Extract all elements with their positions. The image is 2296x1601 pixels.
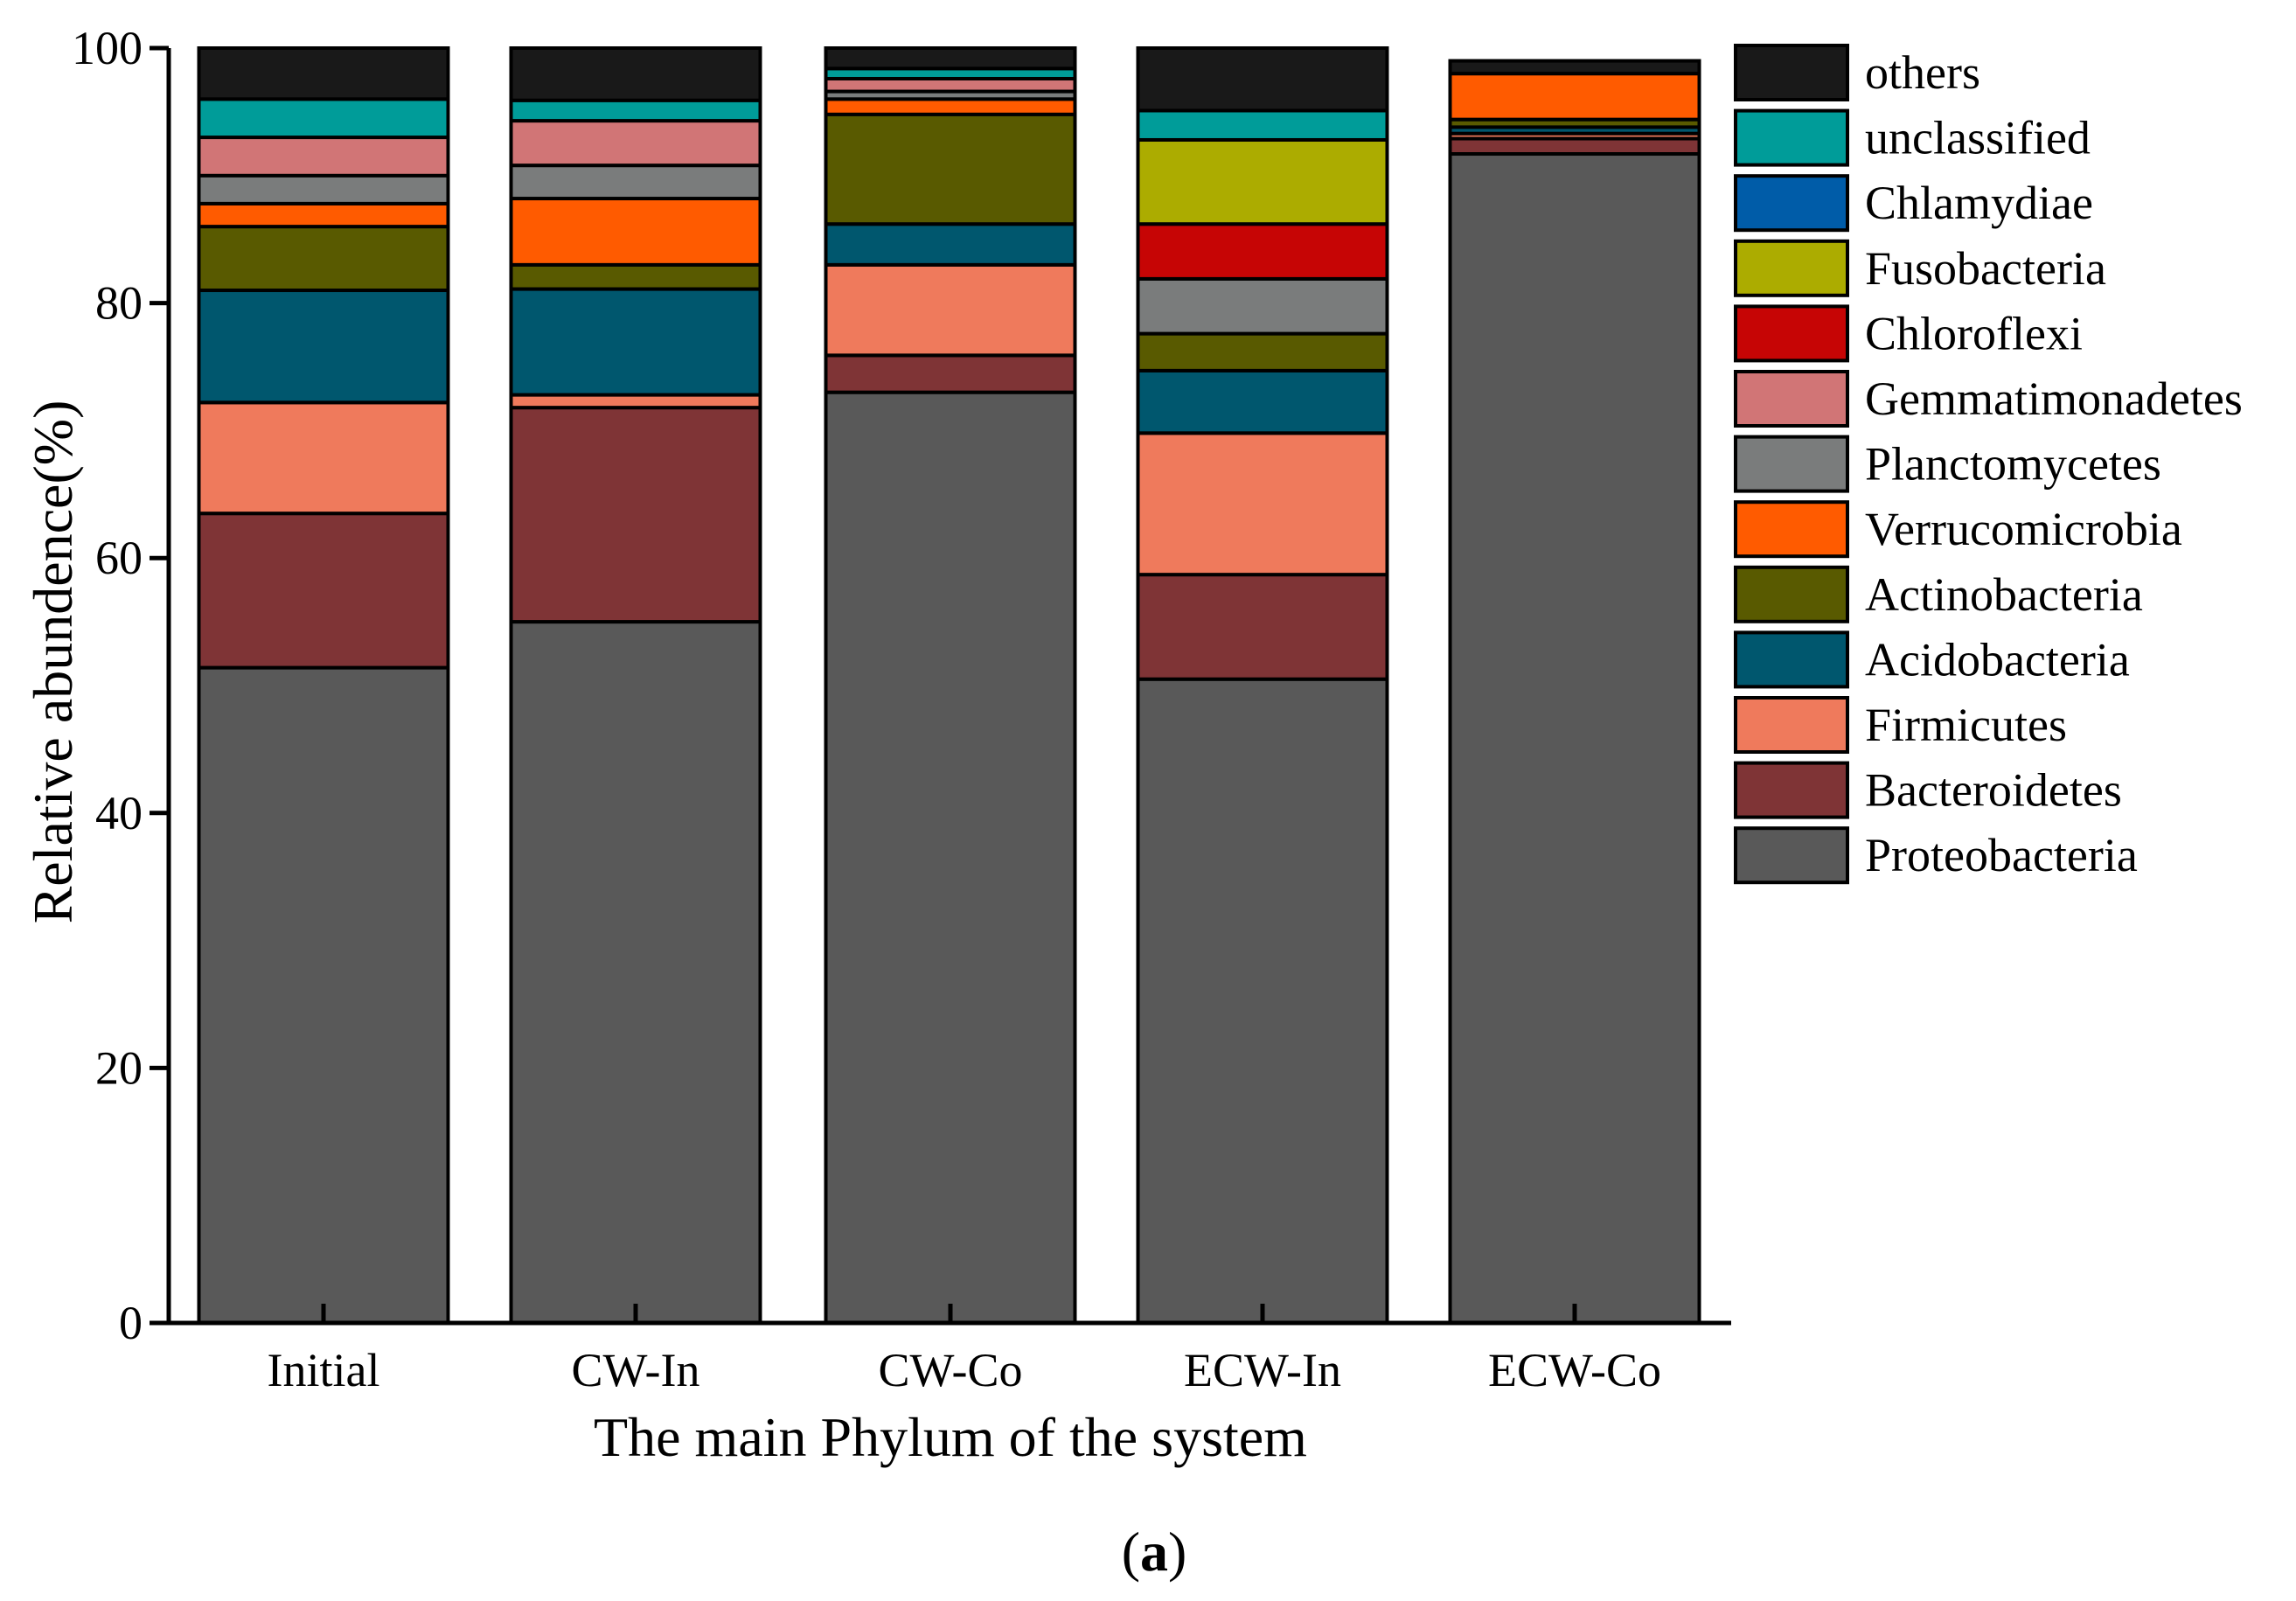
bar-segment-ECW-Co-Bacteroidetes bbox=[1448, 136, 1701, 157]
bar-segment-CW-In-Verrucomicrobia bbox=[509, 197, 762, 267]
legend-label-Chlamydiae: Chlamydiae bbox=[1865, 177, 2093, 229]
y-tick-label-80: 80 bbox=[95, 277, 143, 330]
legend-layer: others unclassified Chlamydiae Fusobacteria… bbox=[1734, 44, 2243, 885]
x-tick-label-Initial: Initial bbox=[268, 1344, 380, 1396]
legend-label-Bacteroidetes: Bacteroidetes bbox=[1865, 764, 2122, 817]
bar-segment-CW-Co-Acidobacteria bbox=[824, 222, 1077, 267]
bar-segment-ECW-Co-Proteobacteria bbox=[1448, 152, 1701, 1325]
bar-segment-ECW-In-unclassified bbox=[1136, 108, 1389, 142]
bar-segment-ECW-In-others bbox=[1136, 46, 1389, 113]
legend-label-others: others bbox=[1865, 46, 1980, 99]
bar-segment-ECW-Co-Verrucomicrobia bbox=[1448, 72, 1701, 122]
bar-segment-CW-In-Bacteroidetes bbox=[509, 406, 762, 624]
bar-segment-CW-Co-Actinobacteria bbox=[824, 112, 1077, 226]
y-tick-label-60: 60 bbox=[95, 532, 143, 584]
bar-segment-Initial-Actinobacteria bbox=[197, 225, 450, 293]
bar-segment-CW-Co-Bacteroidetes bbox=[824, 353, 1077, 394]
bar-segment-CW-Co-Firmicutes bbox=[824, 262, 1077, 358]
legend-label-Acidobacteria: Acidobacteria bbox=[1865, 633, 2130, 686]
legend-swatch-Planctomycetes bbox=[1734, 435, 1849, 493]
bar-segment-Initial-Planctomycetes bbox=[197, 173, 450, 205]
legend-swatch-Acidobacteria bbox=[1734, 630, 1849, 689]
bar-segment-CW-Co-Verrucomicrobia bbox=[824, 97, 1077, 116]
bar-segment-CW-Co-Gemmatimonadetes bbox=[824, 76, 1077, 94]
legend-label-Proteobacteria: Proteobacteria bbox=[1865, 829, 2138, 881]
bar-segment-ECW-In-Fusobacteria bbox=[1136, 137, 1389, 226]
bar-segment-CW-In-Planctomycetes bbox=[509, 164, 762, 201]
bar-segment-CW-In-Gemmatimonadetes bbox=[509, 119, 762, 168]
bar-segment-Initial-Gemmatimonadetes bbox=[197, 136, 450, 178]
bar-segment-Initial-Bacteroidetes bbox=[197, 512, 450, 670]
bar-segment-Initial-Proteobacteria bbox=[197, 665, 450, 1325]
legend-label-Planctomycetes: Planctomycetes bbox=[1865, 438, 2161, 491]
bar-segment-CW-Co-others bbox=[824, 46, 1077, 71]
legend-label-unclassified: unclassified bbox=[1865, 112, 2091, 164]
legend-swatch-Chlamydiae bbox=[1734, 174, 1849, 233]
legend-swatch-Proteobacteria bbox=[1734, 826, 1849, 885]
bar-segment-CW-In-Acidobacteria bbox=[509, 287, 762, 397]
bar-segment-ECW-In-Bacteroidetes bbox=[1136, 573, 1389, 681]
y-tick-label-40: 40 bbox=[95, 787, 143, 839]
legend-swatch-Bacteroidetes bbox=[1734, 761, 1849, 819]
legend-label-Fusobacteria: Fusobacteria bbox=[1865, 242, 2106, 295]
x-tick-label-ECW-In: ECW-In bbox=[1184, 1344, 1341, 1396]
legend-label-Chloroflexi: Chloroflexi bbox=[1865, 307, 2083, 359]
panel-label-letter: a bbox=[1140, 1521, 1168, 1583]
bar-segment-ECW-Co-others bbox=[1448, 59, 1701, 76]
bar-segment-ECW-In-Proteobacteria bbox=[1136, 677, 1389, 1325]
legend-label-Actinobacteria: Actinobacteria bbox=[1865, 568, 2143, 621]
legend-swatch-Firmicutes bbox=[1734, 696, 1849, 754]
bar-segment-CW-Co-Proteobacteria bbox=[824, 390, 1077, 1325]
legend-label-Gemmatimonadetes: Gemmatimonadetes bbox=[1865, 372, 2243, 425]
legend-swatch-Gemmatimonadetes bbox=[1734, 370, 1849, 428]
legend-swatch-Actinobacteria bbox=[1734, 565, 1849, 623]
bars-layer bbox=[197, 46, 1701, 1325]
bar-segment-CW-In-Proteobacteria bbox=[509, 620, 762, 1325]
bar-segment-Initial-unclassified bbox=[197, 97, 450, 140]
axes-layer: 0 20 40 60 80 100 Initial CW-In CW-Co ECW-In ECW-C… bbox=[72, 22, 1731, 1396]
bar-segment-ECW-In-Actinobacteria bbox=[1136, 331, 1389, 372]
x-tick-label-ECW-Co: ECW-Co bbox=[1488, 1344, 1661, 1396]
legend-swatch-Chloroflexi bbox=[1734, 304, 1849, 363]
bar-segment-ECW-In-Firmicutes bbox=[1136, 431, 1389, 577]
x-axis-title: The main Phylum of the system bbox=[594, 1406, 1307, 1468]
y-tick-label-100: 100 bbox=[72, 22, 143, 74]
y-tick-label-0: 0 bbox=[119, 1297, 143, 1349]
bar-segment-CW-In-Firmicutes bbox=[509, 393, 762, 410]
x-tick-label-CW-In: CW-In bbox=[572, 1344, 700, 1396]
bar-segment-Initial-Acidobacteria bbox=[197, 289, 450, 405]
bar-segment-ECW-In-Planctomycetes bbox=[1136, 276, 1389, 336]
legend-label-Verrucomicrobia: Verrucomicrobia bbox=[1865, 503, 2182, 555]
bar-segment-CW-In-others bbox=[509, 46, 762, 102]
legend-label-Firmicutes: Firmicutes bbox=[1865, 699, 2067, 751]
legend-swatch-Fusobacteria bbox=[1734, 239, 1849, 297]
bar-segment-CW-In-Actinobacteria bbox=[509, 262, 762, 291]
legend-swatch-others bbox=[1734, 44, 1849, 101]
legend-swatch-Verrucomicrobia bbox=[1734, 500, 1849, 559]
x-tick-label-CW-Co: CW-Co bbox=[878, 1344, 1022, 1396]
legend-swatch-unclassified bbox=[1734, 108, 1849, 167]
bar-segment-Initial-Firmicutes bbox=[197, 400, 450, 516]
bar-segment-ECW-In-Chloroflexi bbox=[1136, 222, 1389, 281]
y-axis-title: Relative abundence(%) bbox=[22, 400, 84, 924]
y-tick-label-20: 20 bbox=[95, 1041, 143, 1094]
bar-segment-Initial-others bbox=[197, 46, 450, 101]
panel-label: (a) bbox=[1122, 1521, 1187, 1583]
bar-segment-ECW-In-Acidobacteria bbox=[1136, 368, 1389, 435]
bar-segment-Initial-Verrucomicrobia bbox=[197, 201, 450, 229]
bar-segment-CW-In-unclassified bbox=[509, 98, 762, 123]
